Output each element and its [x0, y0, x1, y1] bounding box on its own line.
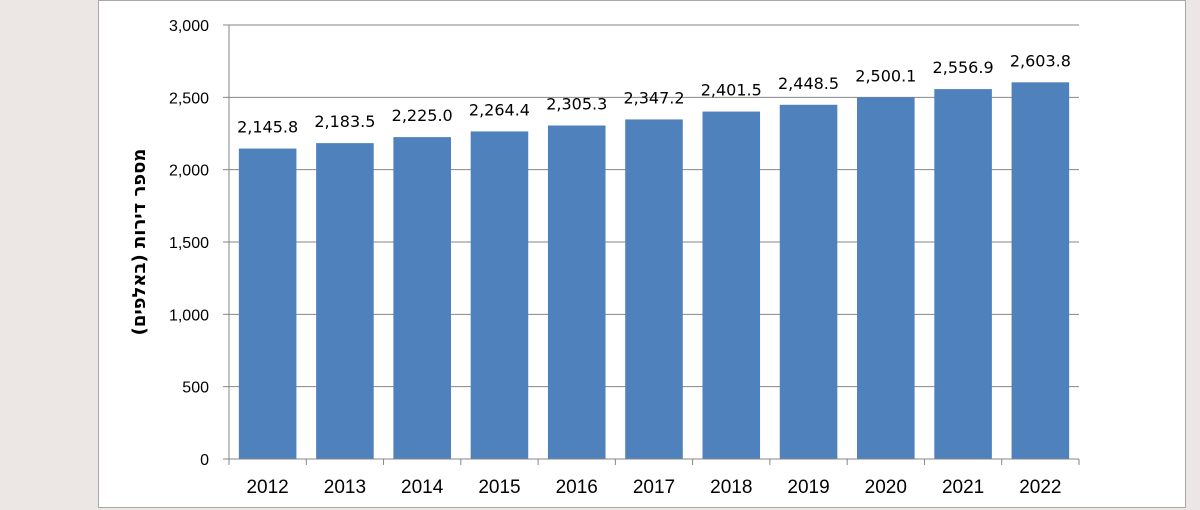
bar [238, 148, 297, 459]
y-tick-label: 2,000 [169, 163, 209, 180]
data-label: 2,264.4 [469, 100, 530, 119]
data-labels: 2,145.8 2,183.5 2,225.0 2,264.4 2,305.3 2,347… [237, 51, 1071, 136]
bar [316, 143, 374, 459]
bar [625, 119, 683, 459]
bar [393, 137, 451, 459]
x-tick-label: 2013 [324, 477, 366, 498]
data-label: 2,305.3 [546, 94, 607, 113]
bar [779, 104, 838, 460]
x-tick-label: 2022 [1019, 477, 1061, 498]
bars [238, 82, 1070, 460]
y-tick-labels: 0 500 1,000 1,500 2,000 2,500 3,000 [169, 18, 209, 469]
x-tick-labels: 2012 2013 2014 2015 2016 2017 2018 2019 2020 2021… [246, 477, 1061, 498]
bar [1011, 82, 1070, 460]
y-tick-label: 1,000 [169, 307, 209, 324]
x-tick-label: 2015 [478, 477, 520, 498]
data-label: 2,347.2 [623, 88, 684, 107]
data-label: 2,225.0 [392, 106, 453, 125]
data-label: 2,603.8 [1010, 51, 1071, 70]
data-label: 2,448.5 [778, 74, 839, 93]
bar [857, 97, 915, 460]
y-tick-label: 0 [200, 452, 209, 469]
bar [702, 111, 761, 459]
y-tick-label: 1,500 [169, 235, 209, 252]
data-label: 2,500.1 [855, 66, 916, 85]
data-label: 2,556.9 [933, 58, 994, 77]
axes [223, 24, 1080, 465]
x-tick-label: 2019 [787, 477, 829, 498]
x-tick-label: 2020 [865, 477, 907, 498]
x-tick-label: 2018 [710, 477, 752, 498]
y-axis-label: מספר דירות (באלפים) [129, 149, 150, 336]
data-label: 2,183.5 [314, 112, 375, 131]
y-tick-label: 3,000 [169, 18, 209, 35]
x-tick-label: 2021 [942, 477, 984, 498]
x-tick-label: 2016 [556, 477, 598, 498]
y-tick-label: 2,500 [169, 90, 209, 107]
bar [547, 125, 606, 459]
data-label: 2,401.5 [701, 81, 762, 100]
chart-frame: 0 500 1,000 1,500 2,000 2,500 3,000 2012 2013 20… [98, 0, 1186, 508]
x-tick-label: 2014 [401, 477, 444, 498]
bar [934, 89, 992, 459]
bar [470, 131, 529, 459]
data-label: 2,145.8 [237, 118, 298, 137]
x-tick-label: 2017 [633, 477, 675, 498]
y-tick-label: 500 [182, 380, 209, 397]
x-tick-label: 2012 [246, 477, 288, 498]
